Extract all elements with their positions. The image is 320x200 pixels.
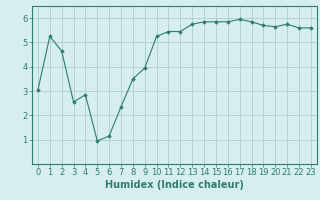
- X-axis label: Humidex (Indice chaleur): Humidex (Indice chaleur): [105, 180, 244, 190]
